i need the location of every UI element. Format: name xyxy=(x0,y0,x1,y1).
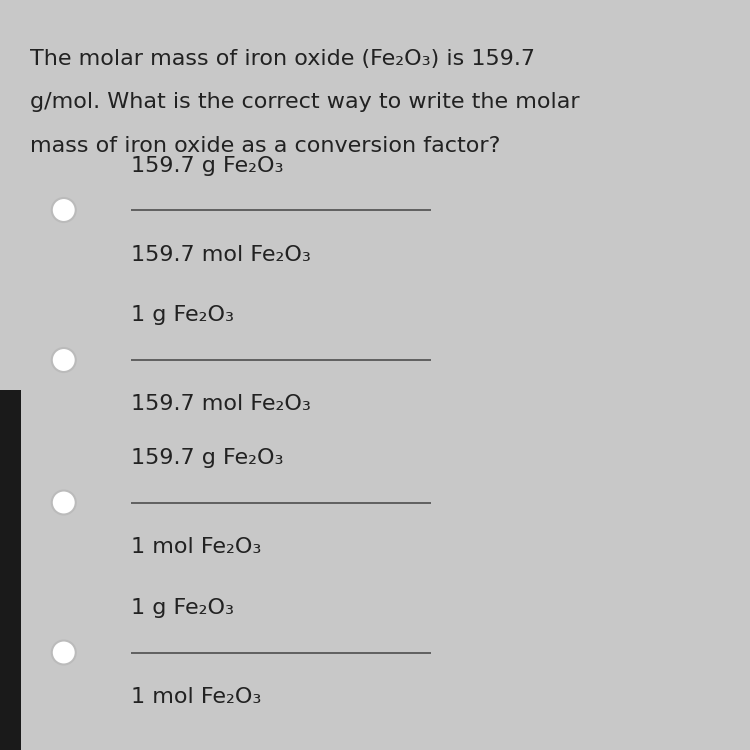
Text: 159.7 mol Fe₂O₃: 159.7 mol Fe₂O₃ xyxy=(131,244,311,265)
Circle shape xyxy=(52,198,76,222)
Circle shape xyxy=(52,490,76,514)
Text: 159.7 mol Fe₂O₃: 159.7 mol Fe₂O₃ xyxy=(131,394,311,415)
Text: mass of iron oxide as a conversion factor?: mass of iron oxide as a conversion facto… xyxy=(30,136,500,156)
Text: 1 mol Fe₂O₃: 1 mol Fe₂O₃ xyxy=(131,687,262,707)
Circle shape xyxy=(52,640,76,664)
Text: 159.7 g Fe₂O₃: 159.7 g Fe₂O₃ xyxy=(131,448,284,468)
Text: 1 g Fe₂O₃: 1 g Fe₂O₃ xyxy=(131,598,234,618)
Text: 1 mol Fe₂O₃: 1 mol Fe₂O₃ xyxy=(131,537,262,557)
Polygon shape xyxy=(0,390,21,750)
Circle shape xyxy=(52,348,76,372)
Text: 159.7 g Fe₂O₃: 159.7 g Fe₂O₃ xyxy=(131,155,284,176)
Text: The molar mass of iron oxide (Fe₂O₃) is 159.7: The molar mass of iron oxide (Fe₂O₃) is … xyxy=(30,49,535,69)
Bar xyxy=(0,398,21,750)
Text: g/mol. What is the correct way to write the molar: g/mol. What is the correct way to write … xyxy=(30,92,580,112)
Text: 1 g Fe₂O₃: 1 g Fe₂O₃ xyxy=(131,305,234,326)
